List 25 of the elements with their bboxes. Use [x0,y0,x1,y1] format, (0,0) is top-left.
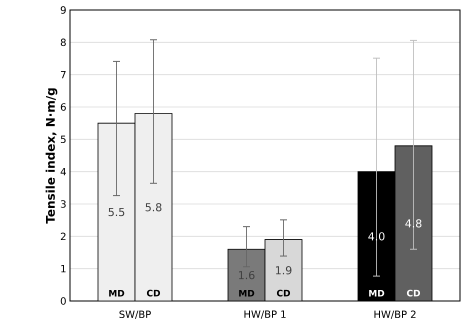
text: CD [276,290,290,296]
x-tick-label: HW/BP 1 [244,310,286,319]
y-tick-label: 9 [60,6,66,14]
text: MD [369,290,384,296]
data-label: 4.8 [405,219,422,228]
data-label: 1.6 [238,271,255,280]
y-tick-label: 1 [61,265,66,272]
y-tick-label: 6 [60,103,66,111]
y-tick-label: 3 [60,200,66,208]
text: CD [406,290,420,296]
text: MD [239,290,254,296]
y-tick-label: 8 [60,38,66,46]
y-tick-label: 5 [60,136,66,144]
y-tick-label: 7 [60,71,66,78]
y-tick-label: 4 [60,168,66,176]
data-label: 5.8 [146,203,162,212]
data-label: 1.9 [276,266,292,274]
y-tick-label: 0 [60,297,66,305]
y-tick-label: 2 [60,232,66,240]
series-label: MD [109,290,124,296]
x-tick-label: HW/BP 2 [374,310,416,319]
data-label: 5.5 [108,208,124,216]
y-axis-title: Tensile index, N·m/g [46,88,58,224]
x-tick-label: SW/BP [119,310,151,319]
series-label: CD [146,290,160,296]
